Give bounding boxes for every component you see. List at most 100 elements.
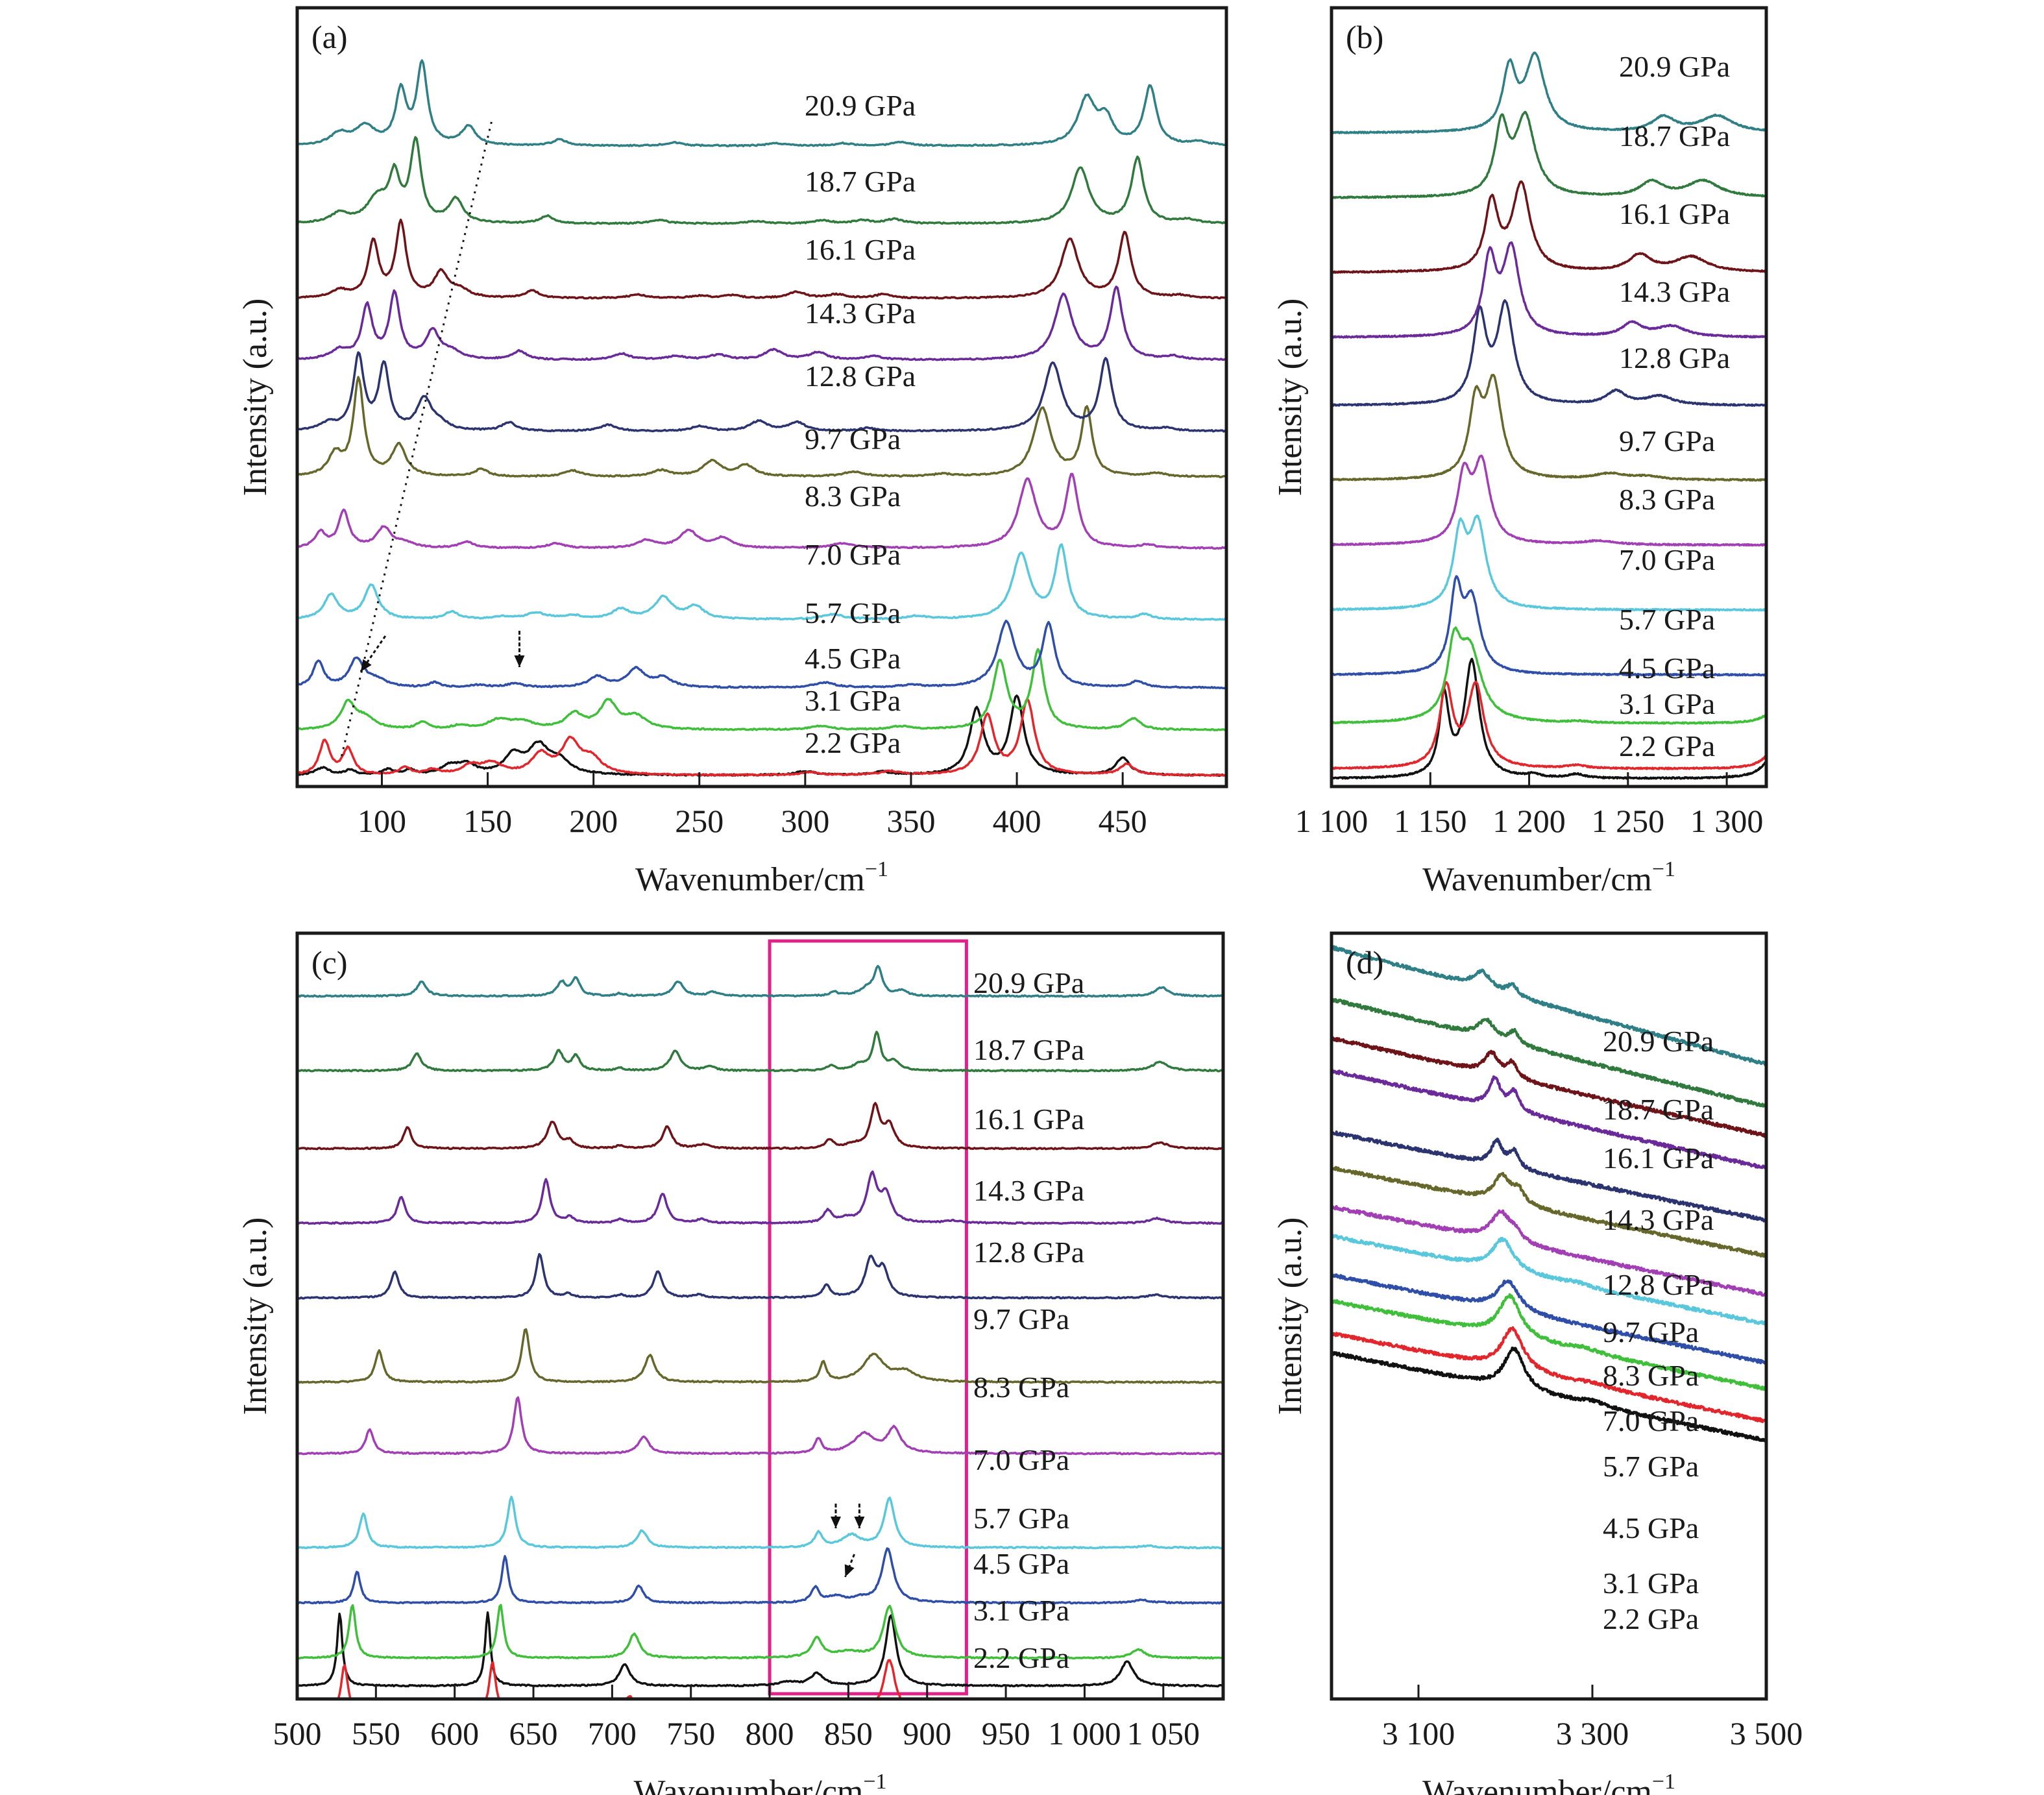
x-tick-label: 200 xyxy=(569,803,618,839)
pressure-label: 16.1 GPa xyxy=(805,233,916,266)
series-line-12-8-gpa xyxy=(297,351,1226,433)
series-line-18-7-gpa xyxy=(1332,998,1766,1108)
x-tick-label: 350 xyxy=(886,803,935,839)
annotation-arrow xyxy=(830,1504,841,1528)
annotation-arrow xyxy=(854,1504,865,1528)
x-tick-label: 1 150 xyxy=(1394,803,1467,839)
plot-frame xyxy=(1330,6,1768,788)
series-line-14-3-gpa xyxy=(297,286,1226,361)
x-axis-title: Wavenumber/cm−1 xyxy=(1422,857,1675,898)
series-line-8-3-gpa xyxy=(1332,454,1766,547)
pressure-label: 8.3 GPa xyxy=(973,1371,1069,1404)
pressure-label: 9.7 GPa xyxy=(973,1302,1069,1336)
x-tick-label: 750 xyxy=(666,1715,715,1752)
plot-frame xyxy=(295,931,1225,1701)
pressure-label: 18.7 GPa xyxy=(1619,119,1730,153)
pressure-label: 7.0 GPa xyxy=(1619,543,1715,576)
series-line-16-1-gpa xyxy=(1332,180,1766,274)
spectra-curves xyxy=(297,59,1226,777)
x-axis-title: Wavenumber/cm−1 xyxy=(1422,1770,1675,1795)
pressure-label: 8.3 GPa xyxy=(805,480,901,513)
plot-frame xyxy=(295,6,1228,788)
pressure-label: 12.8 GPa xyxy=(973,1236,1084,1269)
panel-label: (a) xyxy=(311,19,348,55)
series-line-7-0-gpa xyxy=(1332,514,1766,612)
spectra-curves xyxy=(297,964,1223,1699)
series-line-18-7-gpa xyxy=(297,136,1226,225)
pressure-label: 3.1 GPa xyxy=(805,684,901,717)
pressure-label: 3.1 GPa xyxy=(973,1594,1069,1627)
pressure-label: 18.7 GPa xyxy=(1603,1093,1714,1126)
spectra-curves xyxy=(1332,945,1766,1443)
panel-label: (d) xyxy=(1346,944,1383,981)
panel-d: 3 100 3 300 3 500 Wavenumber/cm−1 Intensity … xyxy=(1272,931,1803,1795)
pressure-label: 5.7 GPa xyxy=(973,1502,1069,1535)
series-line-12-8-gpa xyxy=(1332,1130,1766,1223)
annotation-arrow xyxy=(844,1554,855,1578)
series-line-7-0-gpa xyxy=(297,1495,1223,1550)
series-line-4-5-gpa xyxy=(1332,626,1766,725)
plot-frame xyxy=(1330,931,1768,1701)
y-axis-title: Intensity (a.u.) xyxy=(1272,1217,1309,1415)
y-axis-title: Intensity (a.u.) xyxy=(1272,299,1309,496)
series-line-8-3-gpa xyxy=(297,1396,1223,1456)
pressure-label: 7.0 GPa xyxy=(1603,1404,1699,1437)
pressure-label: 14.3 GPa xyxy=(1603,1203,1714,1236)
x-tick-label: 1 100 xyxy=(1295,803,1369,839)
series-line-4-5-gpa xyxy=(297,648,1226,732)
series-line-5-7-gpa xyxy=(1332,575,1766,677)
pressure-label: 12.8 GPa xyxy=(1603,1268,1714,1301)
series-line-18-7-gpa xyxy=(297,1031,1223,1073)
annotation-arrow xyxy=(514,631,525,667)
x-tick-label: 1 250 xyxy=(1592,803,1665,839)
pressure-label: 12.8 GPa xyxy=(1619,341,1730,374)
pressure-label: 16.1 GPa xyxy=(973,1103,1084,1136)
pressure-label: 4.5 GPa xyxy=(805,642,901,675)
pressure-label: 20.9 GPa xyxy=(805,89,916,122)
pressure-label: 20.9 GPa xyxy=(973,966,1084,999)
x-tick-label: 700 xyxy=(588,1715,637,1752)
dotted-guide-line xyxy=(341,119,493,757)
pressure-label: 4.5 GPa xyxy=(973,1547,1069,1580)
pressure-label: 14.3 GPa xyxy=(973,1174,1084,1207)
pressure-label: 2.2 GPa xyxy=(805,726,901,759)
pressure-label: 14.3 GPa xyxy=(805,297,916,330)
x-tick-label: 1 000 xyxy=(1048,1715,1121,1752)
pressure-label: 8.3 GPa xyxy=(1603,1359,1699,1392)
x-axis-title: Wavenumber/cm−1 xyxy=(635,857,888,898)
series-line-4-5-gpa xyxy=(1332,1293,1766,1391)
series-line-8-3-gpa xyxy=(297,472,1226,550)
x-tick-label: 850 xyxy=(824,1715,873,1752)
x-tick-label: 150 xyxy=(463,803,512,839)
series-line-2-2-gpa xyxy=(297,1611,1223,1688)
x-tick-label: 1 200 xyxy=(1492,803,1566,839)
pressure-label: 2.2 GPa xyxy=(1603,1602,1699,1635)
x-tick-label: 400 xyxy=(993,803,1041,839)
x-axis-title: Wavenumber/cm−1 xyxy=(633,1770,886,1795)
x-tick-label: 500 xyxy=(273,1715,322,1752)
pressure-label: 14.3 GPa xyxy=(1619,275,1730,308)
series-line-14-3-gpa xyxy=(1332,1068,1766,1169)
pressure-label: 7.0 GPa xyxy=(805,538,901,571)
x-tick-label: 1 050 xyxy=(1127,1715,1200,1752)
pressure-label: 5.7 GPa xyxy=(805,596,901,629)
series-line-2-2-gpa xyxy=(297,694,1226,777)
x-tick-label: 250 xyxy=(675,803,724,839)
x-tick-label: 450 xyxy=(1099,803,1147,839)
series-line-3-1-gpa xyxy=(1332,1326,1766,1423)
x-tick-label: 1 300 xyxy=(1690,803,1764,839)
x-tick-label: 650 xyxy=(509,1715,558,1752)
series-line-18-7-gpa xyxy=(1332,110,1766,199)
series-line-3-1-gpa xyxy=(1332,681,1766,770)
pressure-label: 7.0 GPa xyxy=(973,1443,1069,1476)
x-tick-label: 950 xyxy=(982,1715,1030,1752)
series-line-16-1-gpa xyxy=(297,1102,1223,1151)
series-line-5-7-gpa xyxy=(297,619,1226,690)
panel-b: 1 100 1 150 1 200 1 250 1 300 Wavenumber/cm−1… xyxy=(1272,6,1768,898)
series-line-9-7-gpa xyxy=(297,1328,1223,1384)
series-line-9-7-gpa xyxy=(1332,1166,1766,1258)
x-tick-label: 800 xyxy=(746,1715,794,1752)
highlight-box xyxy=(768,939,968,1696)
annotation-arrow xyxy=(359,635,387,672)
